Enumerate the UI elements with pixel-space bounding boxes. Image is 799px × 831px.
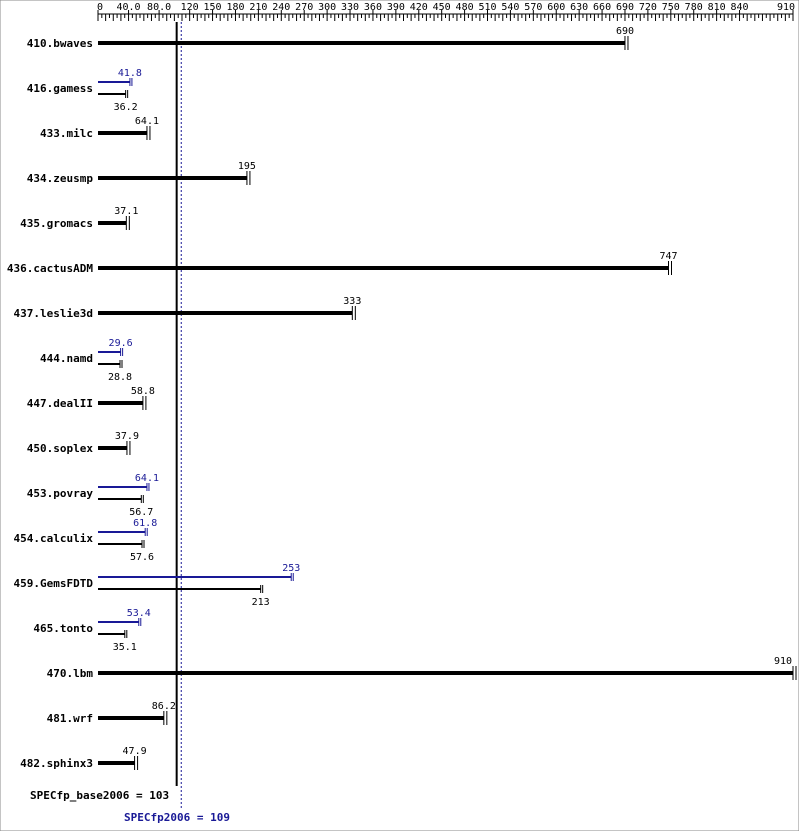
base-bar [98,131,147,135]
x-tick-label: 600 [547,2,565,13]
x-tick-label: 150 [204,2,222,13]
x-tick-label: 360 [364,2,382,13]
category-label: 444.namd [40,352,93,365]
base-value-label: 64.1 [135,116,159,127]
category-label: 437.leslie3d [14,307,93,320]
peak-summary-label: SPECfp2006 = 109 [124,811,230,824]
base-value-label: 195 [238,161,256,172]
x-tick-label: 480 [456,2,474,13]
category-label: 459.GemsFDTD [14,577,94,590]
x-tick-label: 120 [181,2,199,13]
base-bar [98,266,669,270]
base-summary-label: SPECfp_base2006 = 103 [30,789,169,802]
x-axis: 0 40.0 80.0 120 150 180 210 240 270 300 330 360 390 4… [97,2,795,21]
base-value-label: 37.9 [115,431,139,442]
x-tick-label: 510 [478,2,496,13]
x-tick-label: 300 [318,2,336,13]
x-tick-label: 240 [272,2,290,13]
x-tick-label: 420 [410,2,428,13]
base-bar [98,176,247,180]
x-tick-label: 0 [97,2,103,13]
peak-value-label: 41.8 [118,68,142,79]
peak-value-label: 64.1 [135,473,159,484]
base-value-label: 57.6 [130,552,154,563]
category-label: 482.sphinx3 [20,757,93,770]
x-tick-label: 910 [777,2,795,13]
base-bar [98,716,164,720]
x-tick-label: 40.0 [117,2,141,13]
peak-value-label: 29.6 [109,338,133,349]
base-bar [98,401,143,405]
x-tick-label: 330 [341,2,359,13]
base-value-label: 47.9 [123,746,147,757]
base-bar [98,311,353,315]
base-value-label: 690 [616,26,634,37]
x-tick-label: 450 [433,2,451,13]
base-value-label: 333 [343,296,361,307]
bars [98,36,797,770]
reference-lines [175,22,182,808]
base-value-label: 910 [774,656,792,667]
peak-value-label: 53.4 [127,608,151,619]
category-label: 434.zeusmp [27,172,94,185]
x-tick-label: 660 [593,2,611,13]
category-label: 433.milc [40,127,93,140]
x-tick-label: 810 [708,2,726,13]
base-value-label: 35.1 [113,642,137,653]
x-tick-label: 210 [249,2,267,13]
category-label: 454.calculix [14,532,94,545]
category-label: 416.gamess [27,82,93,95]
x-tick-label: 180 [226,2,244,13]
x-tick-label: 780 [685,2,703,13]
x-tick-label: 690 [616,2,634,13]
base-bar [98,446,127,450]
base-value-label: 213 [252,597,270,608]
base-bar [98,221,127,225]
peak-value-label: 61.8 [133,518,157,529]
category-label: 435.gromacs [20,217,93,230]
x-tick-label: 570 [524,2,542,13]
base-value-label: 28.8 [108,372,132,383]
base-value-label: 58.8 [131,386,155,397]
category-label: 465.tonto [33,622,93,635]
peak-value-label: 253 [282,563,300,574]
x-tick-label: 540 [501,2,519,13]
category-label: 410.bwaves [27,37,93,50]
base-value-label: 747 [659,251,677,262]
labels: 410.bwaves 690 416.gamess 41.8 36.2 433.milc 6… [7,26,792,824]
base-value-label: 86.2 [152,701,176,712]
base-value-label: 37.1 [114,206,138,217]
x-tick-label: 750 [662,2,680,13]
x-tick-label: 390 [387,2,405,13]
x-tick-label: 720 [639,2,657,13]
base-bar [98,761,135,765]
base-value-label: 56.7 [129,507,153,518]
category-label: 453.povray [27,487,94,500]
category-label: 436.cactusADM [7,262,93,275]
x-tick-label: 270 [295,2,313,13]
base-bar [98,41,625,45]
category-label: 481.wrf [47,712,93,725]
category-label: 447.dealII [27,397,93,410]
base-value-label: 36.2 [114,102,138,113]
base-bar [98,671,793,675]
x-tick-label: 840 [731,2,749,13]
category-label: 450.soplex [27,442,94,455]
x-tick-label: 80.0 [147,2,171,13]
x-tick-label: 630 [570,2,588,13]
category-label: 470.lbm [47,667,94,680]
